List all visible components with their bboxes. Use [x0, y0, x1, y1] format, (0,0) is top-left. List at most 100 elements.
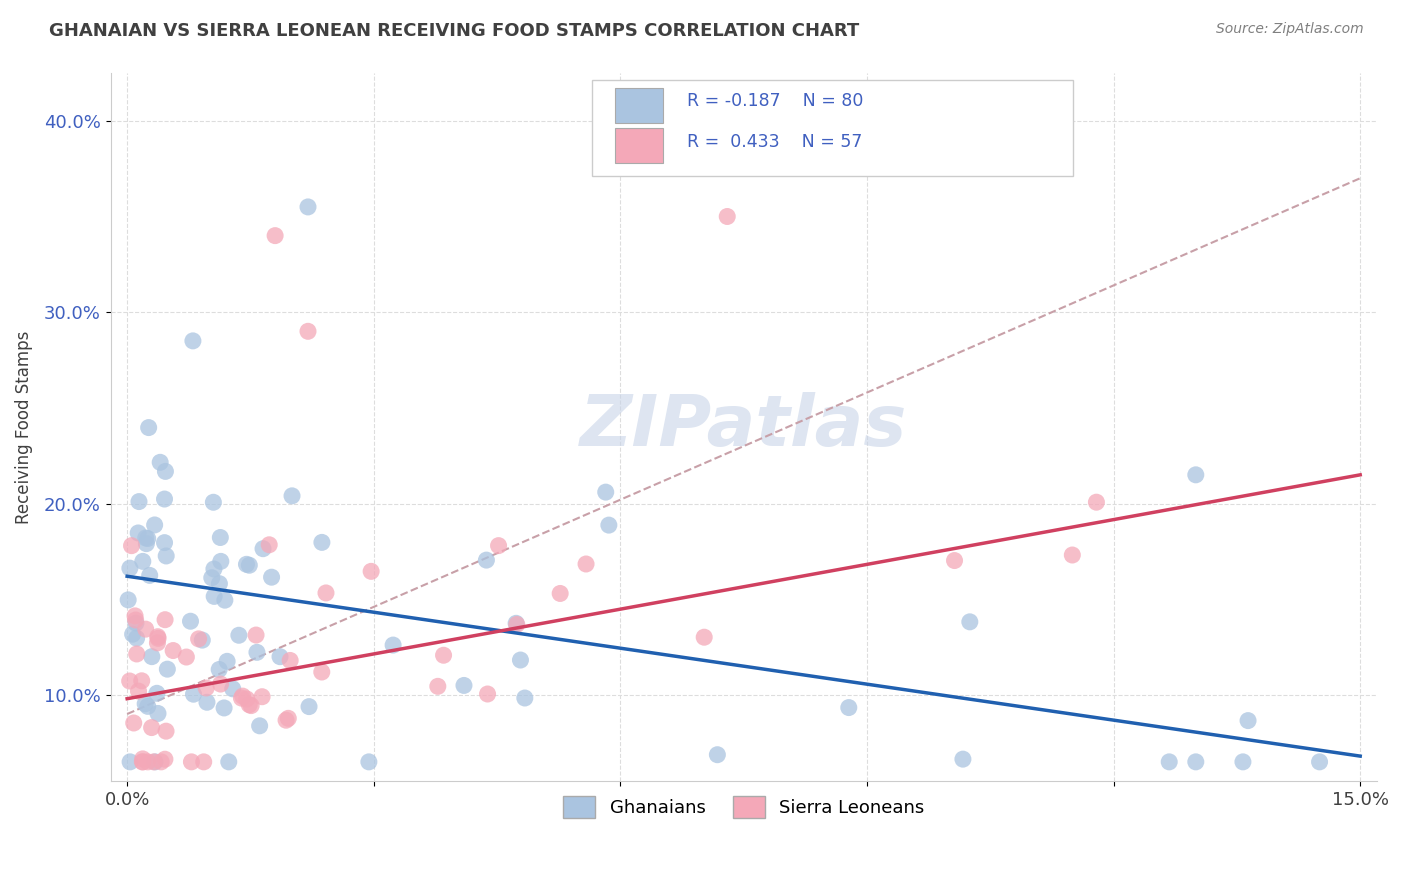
Point — [183, 687, 205, 701]
Point — [176, 650, 198, 665]
Point — [426, 679, 449, 693]
Point — [222, 681, 245, 696]
Point — [252, 541, 274, 556]
Point — [575, 557, 598, 571]
Point — [959, 615, 981, 629]
Point — [238, 558, 260, 573]
Text: ZIPatlas: ZIPatlas — [581, 392, 907, 461]
Point — [125, 631, 148, 645]
Point — [360, 565, 382, 579]
Y-axis label: Receiving Food Stamps: Receiving Food Stamps — [15, 330, 32, 524]
Point — [146, 686, 169, 700]
Point — [506, 617, 529, 632]
Point — [277, 711, 299, 725]
Point — [128, 494, 150, 508]
Point — [238, 698, 260, 712]
Point — [231, 691, 253, 706]
Point — [250, 690, 273, 704]
Bar — [614, 128, 662, 163]
Point — [214, 593, 236, 607]
Point — [509, 653, 531, 667]
Point — [120, 755, 142, 769]
Point — [143, 755, 166, 769]
Point — [235, 692, 257, 706]
Point — [135, 536, 157, 550]
Point — [278, 653, 301, 667]
Legend: Ghanaians, Sierra Leoneans: Ghanaians, Sierra Leoneans — [555, 789, 932, 825]
Point — [201, 571, 224, 585]
Point — [125, 647, 148, 661]
Point — [240, 698, 263, 713]
Point — [706, 747, 728, 762]
Point — [488, 539, 510, 553]
Point — [153, 535, 176, 549]
Point — [453, 678, 475, 692]
Point — [595, 485, 617, 500]
Point — [136, 755, 159, 769]
Point — [217, 654, 239, 668]
Point — [1309, 755, 1331, 769]
Point — [121, 627, 143, 641]
Point — [143, 518, 166, 533]
Point — [208, 663, 231, 677]
Point — [150, 755, 173, 769]
Point — [125, 616, 148, 631]
Text: R =  0.433    N = 57: R = 0.433 N = 57 — [686, 133, 862, 151]
Point — [228, 628, 250, 642]
Point — [117, 593, 139, 607]
Point — [131, 673, 153, 688]
Point — [246, 645, 269, 659]
Text: Source: ZipAtlas.com: Source: ZipAtlas.com — [1216, 22, 1364, 37]
Point — [357, 755, 380, 769]
Point — [218, 755, 240, 769]
Point — [202, 495, 225, 509]
Point — [1237, 714, 1260, 728]
Point — [505, 616, 527, 631]
Point — [179, 614, 201, 628]
Point — [249, 719, 271, 733]
Point — [716, 210, 738, 224]
Point — [128, 684, 150, 698]
Point — [475, 553, 498, 567]
Point — [153, 613, 176, 627]
Point — [297, 200, 319, 214]
Point — [146, 630, 169, 644]
Point — [513, 691, 536, 706]
Point — [138, 568, 160, 582]
Point — [149, 455, 172, 469]
Point — [142, 755, 165, 769]
Point — [141, 649, 163, 664]
Point — [1232, 755, 1254, 769]
Point — [122, 716, 145, 731]
Point — [260, 570, 283, 584]
Point — [693, 630, 716, 644]
Point — [180, 755, 202, 769]
Point — [432, 648, 454, 663]
Point — [141, 721, 163, 735]
Point — [135, 622, 157, 636]
Text: R = -0.187    N = 80: R = -0.187 N = 80 — [686, 92, 863, 111]
Point — [232, 689, 254, 703]
Point — [477, 687, 499, 701]
Point — [1184, 467, 1206, 482]
Point — [257, 538, 280, 552]
Point — [153, 752, 176, 766]
Point — [195, 681, 218, 695]
Point — [315, 586, 337, 600]
Point — [264, 228, 287, 243]
Point — [134, 697, 156, 711]
Point — [382, 638, 405, 652]
Point — [187, 632, 209, 646]
Bar — [614, 87, 662, 122]
Point — [281, 489, 304, 503]
Point — [156, 662, 179, 676]
Point — [132, 755, 155, 769]
Point — [202, 590, 225, 604]
Point — [212, 701, 235, 715]
Point — [191, 633, 214, 648]
Point — [155, 549, 177, 563]
Point — [598, 518, 620, 533]
Point — [155, 464, 177, 478]
Point — [209, 554, 232, 568]
Point — [1062, 548, 1084, 562]
